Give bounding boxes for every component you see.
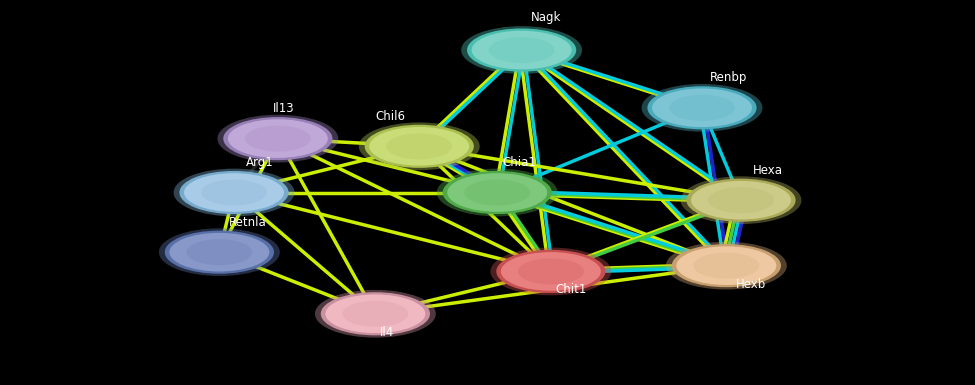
Circle shape [666,242,787,290]
Circle shape [315,290,436,338]
Circle shape [693,253,760,279]
Circle shape [708,187,774,213]
Circle shape [464,179,530,206]
Text: Il13: Il13 [273,102,294,115]
Circle shape [217,115,338,162]
Text: Retnla: Retnla [229,216,267,229]
Text: Il4: Il4 [380,326,395,339]
Circle shape [245,126,311,152]
Text: Chia1: Chia1 [502,156,536,169]
Circle shape [342,301,409,327]
Circle shape [369,126,470,166]
Circle shape [490,248,611,295]
Circle shape [159,228,280,276]
Circle shape [642,84,762,132]
Circle shape [437,169,558,216]
Circle shape [690,180,792,220]
Circle shape [179,171,289,214]
Circle shape [447,172,548,213]
Circle shape [471,30,572,70]
Circle shape [365,125,474,168]
Circle shape [201,179,267,206]
Circle shape [686,179,796,222]
Circle shape [443,171,552,214]
Text: Chil6: Chil6 [375,110,406,123]
Circle shape [672,244,781,287]
Circle shape [496,250,605,293]
Circle shape [488,37,555,63]
Circle shape [647,86,757,129]
Circle shape [461,26,582,74]
Circle shape [651,88,753,128]
Circle shape [518,258,584,285]
Circle shape [169,232,270,272]
Circle shape [165,231,274,274]
Text: Renbp: Renbp [710,71,747,84]
Circle shape [223,117,332,160]
Circle shape [681,176,801,224]
Circle shape [321,292,430,335]
Circle shape [386,133,452,159]
Circle shape [467,28,576,72]
Circle shape [325,294,426,334]
Text: Nagk: Nagk [531,11,562,24]
Circle shape [227,119,329,159]
Circle shape [359,122,480,170]
Text: Chit1: Chit1 [556,283,587,296]
Text: Arg1: Arg1 [246,156,273,169]
Circle shape [669,95,735,121]
Circle shape [676,246,777,286]
Circle shape [186,239,253,265]
Circle shape [183,172,285,213]
Circle shape [174,169,294,216]
Circle shape [500,251,602,291]
Text: Hexa: Hexa [753,164,783,177]
Text: Hexb: Hexb [736,278,766,291]
